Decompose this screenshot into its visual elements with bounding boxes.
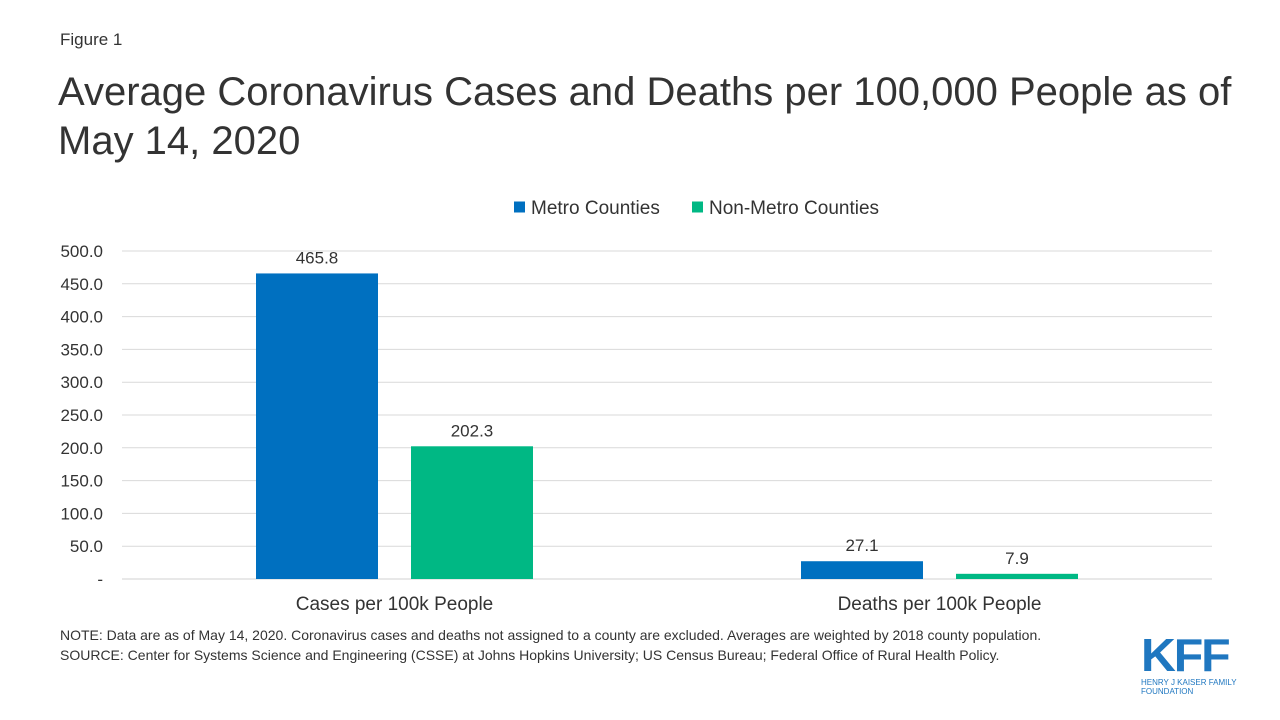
y-tick-label: 450.0 [60,275,103,294]
y-axis: - 50.0 100.0 150.0 200.0 250.0 300.0 350.0 400.0… [60,242,103,589]
bar-non-metro-counties [411,446,533,579]
data-label: 202.3 [451,421,494,440]
y-tick-label: 500.0 [60,242,103,261]
category-label: Cases per 100k People [296,594,494,615]
y-tick-label: 400.0 [60,308,103,327]
chart-legend: Metro Counties Non-Metro Counties [514,198,879,219]
bar-metro-counties [256,273,378,579]
data-label: 465.8 [296,248,339,267]
legend-swatch [692,201,703,213]
y-tick-label: 50.0 [70,537,103,556]
bar-chart: Metro Counties Non-Metro Counties - 50.0 10… [60,198,1212,615]
chart-bars: 465.8 202.3 27.1 7.9 [256,248,1078,579]
chart-title: Average Coronavirus Cases and Deaths per… [58,70,1232,163]
category-label: Deaths per 100k People [838,594,1042,615]
y-tick-label: 350.0 [60,340,103,359]
bar-non-metro-counties [956,573,1078,579]
footnotes: NOTE: Data are as of May 14, 2020. Coron… [60,626,1110,664]
note-text: NOTE: Data are as of May 14, 2020. Coron… [60,627,1042,643]
legend-swatch [514,201,525,213]
y-tick-label: 200.0 [60,439,103,458]
legend-label: Non-Metro Counties [709,198,879,219]
source-text: SOURCE: Center for Systems Science and E… [60,647,1000,663]
y-tick-label: - [97,570,103,589]
logo-org-name: Henry J Kaiser Family Foundation [1141,678,1237,696]
y-tick-label: 100.0 [60,504,103,523]
y-tick-label: 250.0 [60,406,103,425]
data-label: 7.9 [1005,549,1029,568]
x-axis: Cases per 100k People Deaths per 100k Peo… [296,594,1042,615]
figure-label: Figure 1 [60,30,123,49]
data-label: 27.1 [845,536,878,555]
logo-mark: KFF [1141,629,1231,681]
y-tick-label: 150.0 [60,472,103,491]
bar-metro-counties [801,561,923,579]
kff-logo: KFF Henry J Kaiser Family Foundation [1141,632,1237,697]
y-tick-label: 300.0 [60,373,103,392]
legend-label: Metro Counties [531,198,660,219]
